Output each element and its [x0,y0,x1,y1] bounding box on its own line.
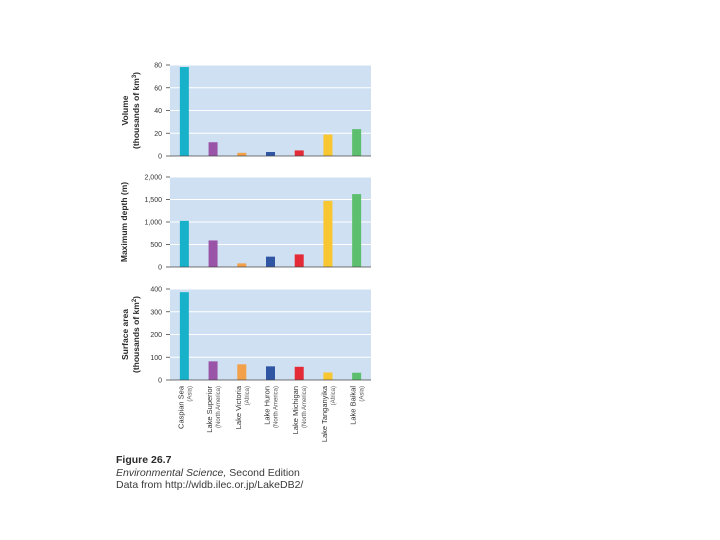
y-axis-label-line2: (thousands of km [131,302,141,373]
y-tick-label: 1,000 [144,220,162,227]
book-edition: Second Edition [226,466,300,479]
y-tick-label: 400 [150,287,162,294]
y-axis-label-line1: Surface area [120,309,130,360]
bar-lake-tanganyika [323,372,333,380]
y-tick-label: 0 [158,265,162,272]
bar-lake-superior [208,142,218,156]
category-label: Lake Victoria [234,385,243,429]
category-region: (Africa) [245,386,251,405]
category-label: Caspian Sea [176,385,185,429]
y-axis-label-line2: (thousands of km [131,78,141,149]
y-axis-label-superscript: 3 [132,74,138,78]
book-title: Environmental Science, [116,466,227,479]
bar-lake-huron [266,256,275,267]
category-label: Lake Superior [205,386,214,433]
bar-lake-michigan [294,254,304,267]
y-axis-label-superscript: 2 [132,298,138,302]
y-tick-label: 0 [158,154,162,161]
bar-lake-baikal [352,372,362,380]
bar-lake-victoria [237,152,247,156]
bar-caspian-sea [179,67,189,156]
y-tick-label: 20 [154,131,162,138]
y-tick-label: 500 [150,242,162,249]
bar-lake-huron [266,152,275,156]
bar-lake-tanganyika [323,200,333,267]
bar-lake-huron [266,366,275,380]
category-region: (North America) [274,386,280,428]
y-tick-label: 100 [150,355,162,362]
y-axis-label-2: Maximum depth (m) [119,182,129,262]
category-label: Lake Tanganyika [320,385,329,442]
y-tick-label: 200 [150,332,162,339]
category-region: (North America) [302,386,308,428]
y-tick-label: 40 [154,108,162,115]
y-tick-label: 80 [154,63,162,70]
y-tick-label: 60 [154,85,162,92]
y-axis-label-end: ) [131,72,141,75]
bar-lake-superior [208,240,218,267]
y-axis-label-1: Volume(thousands of km3) [120,72,141,149]
bar-lake-michigan [294,366,304,380]
category-label: Lake Michigan [291,386,300,434]
y-tick-label: 2,000 [144,175,162,182]
bar-lake-tanganyika [323,134,333,156]
bar-caspian-sea [179,292,189,380]
figure-caption: Figure 26.7 Environmental Science, Secon… [116,454,303,492]
bar-lake-michigan [294,150,304,156]
y-axis-label-line1: Maximum depth (m) [119,182,129,262]
y-axis-label-end: ) [131,296,141,299]
category-region: (Asia) [187,386,193,402]
y-tick-label: 1,500 [144,197,162,204]
data-source: Data from http://wldb.ilec.or.jp/LakeDB2… [116,479,304,491]
category-label: Lake Baikal [349,386,358,425]
bar-lake-superior [208,361,218,380]
bar-lake-baikal [352,194,362,267]
figure-number: Figure 26.7 [116,454,172,466]
y-tick-label: 300 [150,309,162,316]
category-region: (Africa) [331,386,337,405]
y-axis-label-3: Surface area(thousands of km2) [120,296,141,373]
bar-lake-victoria [237,364,247,380]
category-label: Lake Huron [263,386,272,425]
y-tick-label: 0 [158,378,162,385]
bar-caspian-sea [179,220,189,267]
bar-lake-victoria [237,263,247,267]
category-region: (Asia) [360,386,366,402]
bar-lake-baikal [352,129,362,156]
category-region: (North America) [216,386,222,428]
y-axis-label-line1: Volume [120,95,130,125]
